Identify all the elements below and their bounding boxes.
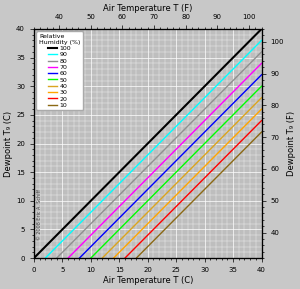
70	[238, 83, 242, 86]
80	[260, 50, 263, 54]
90	[167, 132, 170, 136]
90	[33, 267, 37, 271]
20	[171, 208, 175, 211]
10	[171, 219, 175, 223]
50	[260, 84, 263, 88]
50	[238, 106, 242, 110]
60	[168, 166, 171, 169]
100	[168, 120, 171, 123]
Line: 80: 80	[34, 52, 262, 281]
40	[260, 96, 263, 99]
10	[238, 152, 242, 155]
20	[238, 140, 242, 144]
60	[260, 73, 263, 77]
Line: 20: 20	[34, 121, 262, 289]
50	[224, 121, 228, 124]
90	[32, 268, 36, 271]
60	[224, 109, 228, 112]
Line: 100: 100	[34, 29, 262, 258]
100	[32, 256, 36, 260]
20	[168, 212, 171, 215]
40	[171, 185, 175, 188]
80	[238, 72, 242, 75]
60	[167, 166, 170, 170]
Line: 60: 60	[34, 75, 262, 289]
Legend: 100, 90, 80, 70, 60, 50, 40, 30, 20, 10: 100, 90, 80, 70, 60, 50, 40, 30, 20, 10	[37, 32, 83, 110]
Text: © 2008 Eric A. Schiff: © 2008 Eric A. Schiff	[37, 189, 42, 240]
Y-axis label: Dewpoint T₉ (C): Dewpoint T₉ (C)	[4, 110, 13, 177]
40	[167, 189, 170, 193]
80	[224, 86, 228, 90]
Line: 10: 10	[34, 132, 262, 289]
10	[224, 166, 228, 170]
100	[33, 255, 37, 259]
30	[168, 200, 171, 203]
70	[168, 154, 171, 158]
10	[167, 224, 170, 227]
90	[238, 60, 242, 64]
60	[171, 162, 175, 165]
Line: 70: 70	[34, 63, 262, 289]
30	[167, 201, 170, 204]
20	[224, 155, 228, 158]
80	[167, 144, 170, 147]
Line: 30: 30	[34, 109, 262, 289]
80	[168, 143, 171, 146]
Line: 40: 40	[34, 98, 262, 289]
100	[171, 116, 175, 120]
60	[238, 95, 242, 98]
40	[224, 132, 228, 136]
40	[168, 189, 171, 192]
10	[260, 130, 263, 134]
20	[260, 119, 263, 122]
X-axis label: Air Temperature T (F): Air Temperature T (F)	[103, 4, 192, 13]
30	[260, 108, 263, 111]
30	[224, 143, 228, 147]
100	[167, 121, 170, 124]
90	[260, 39, 263, 42]
100	[224, 63, 228, 67]
50	[167, 178, 170, 181]
70	[260, 62, 263, 65]
70	[224, 98, 228, 101]
Line: 90: 90	[34, 40, 262, 269]
70	[171, 151, 175, 154]
40	[238, 117, 242, 121]
80	[33, 278, 37, 282]
70	[167, 155, 170, 159]
80	[32, 279, 36, 283]
20	[167, 212, 170, 216]
50	[171, 173, 175, 177]
10	[168, 223, 171, 227]
100	[260, 27, 263, 31]
90	[224, 75, 228, 78]
90	[168, 131, 171, 135]
50	[168, 177, 171, 181]
Y-axis label: Dewpoint T₉ (F): Dewpoint T₉ (F)	[287, 111, 296, 176]
100	[238, 49, 242, 52]
30	[238, 129, 242, 132]
30	[171, 196, 175, 200]
X-axis label: Air Temperature T (C): Air Temperature T (C)	[103, 276, 193, 285]
90	[171, 127, 175, 131]
Line: 50: 50	[34, 86, 262, 289]
80	[171, 139, 175, 142]
